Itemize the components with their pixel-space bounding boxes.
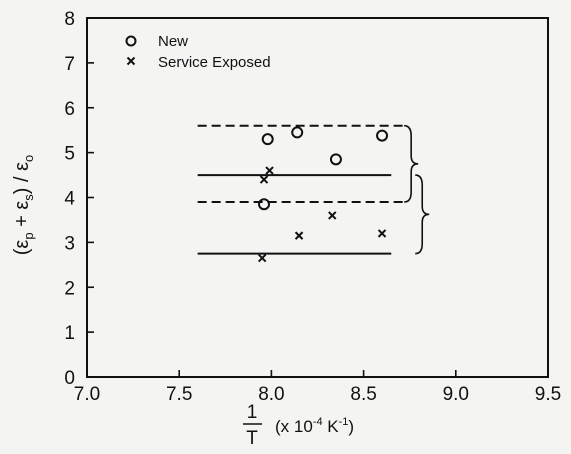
y-tick-label: 7 (64, 54, 75, 75)
axis-ticks (86, 17, 549, 378)
y-tick-label: 5 (64, 144, 75, 165)
point-service-exposed (265, 166, 274, 175)
x-label-denominator: T (246, 428, 258, 449)
x-axis-label: 1 T (x 10-4 K-1) (243, 402, 354, 449)
y-tick-label: 4 (64, 189, 75, 210)
point-new (291, 126, 304, 139)
point-service-exposed (257, 253, 267, 263)
point-service-exposed-stroke (259, 175, 269, 184)
x-tick-label: 7.5 (166, 384, 192, 405)
point-service-exposed-stroke (328, 211, 337, 220)
reference-lines (197, 124, 405, 255)
point-new (261, 133, 274, 146)
point-service-exposed (294, 231, 304, 240)
x-label-numerator: 1 (247, 402, 258, 423)
point-service-exposed (259, 175, 269, 184)
y-axis-label: (εp + εs) / εo (11, 155, 36, 256)
x-tick-label: 9.0 (443, 384, 469, 405)
point-service-exposed-stroke (257, 253, 267, 263)
legend: New Service Exposed (125, 33, 271, 71)
braces (404, 124, 430, 255)
tick-labels: 7.0 7.5 8.0 8.5 9.0 9.5 0 1 2 3 4 5 6 7 8 (64, 9, 561, 405)
point-service-exposed-stroke (265, 166, 274, 175)
point-new (258, 198, 271, 211)
x-tick-label: 8.0 (258, 384, 284, 405)
band-brace (404, 124, 419, 203)
band-brace (415, 174, 430, 255)
point-new (329, 153, 342, 166)
legend-marker-service-exposed (126, 56, 136, 66)
x-tick-label: 9.5 (535, 384, 561, 405)
y-tick-label: 2 (64, 278, 75, 299)
legend-marker-new (125, 35, 137, 47)
legend-label-service-exposed: Service Exposed (158, 54, 271, 71)
point-service-exposed (377, 229, 387, 238)
x-label-units: (x 10-4 K-1) (275, 416, 354, 436)
legend-label-new: New (158, 33, 188, 50)
x-tick-label: 8.5 (350, 384, 376, 405)
y-tick-label: 3 (64, 233, 75, 254)
y-tick-label: 0 (64, 368, 75, 389)
point-service-exposed-stroke (294, 231, 304, 240)
point-service-exposed-stroke (377, 229, 387, 238)
point-new (376, 129, 389, 142)
y-tick-label: 8 (64, 9, 75, 30)
y-tick-label: 1 (64, 323, 75, 344)
point-service-exposed (328, 211, 337, 220)
data-points (257, 126, 389, 263)
x-tick-label: 7.0 (74, 384, 100, 405)
y-tick-label: 6 (64, 99, 75, 120)
